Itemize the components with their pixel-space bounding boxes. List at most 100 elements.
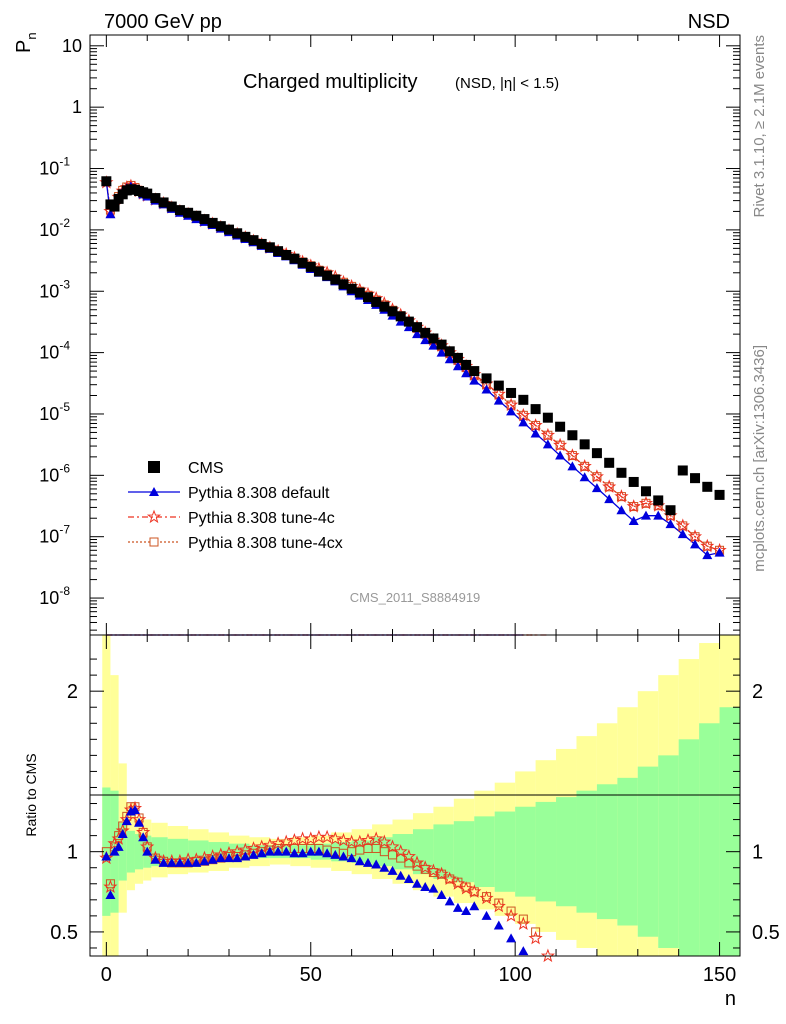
marker-triangle xyxy=(702,550,713,560)
data-point-cms xyxy=(542,412,553,423)
marker-star xyxy=(638,495,654,510)
data-point-cms xyxy=(452,352,463,363)
marker-triangle xyxy=(412,878,423,888)
uncertainty-band-inner xyxy=(453,821,475,883)
marker-triangle xyxy=(665,519,676,529)
data-point-cms xyxy=(248,235,259,246)
marker-triangle xyxy=(469,901,480,911)
data-point-cms xyxy=(567,430,578,441)
data-point-cms xyxy=(604,457,615,468)
marker-triangle xyxy=(591,483,602,493)
marker-triangle xyxy=(134,817,145,827)
marker-star xyxy=(467,884,482,898)
marker-triangle xyxy=(461,368,472,378)
marker-square xyxy=(531,927,541,937)
y-tick-label: 10-6 xyxy=(39,461,70,485)
y-tick-label: 10 xyxy=(62,36,82,56)
marker-triangle xyxy=(420,335,431,345)
legend: CMS Pythia 8.308 default Pythia 8.308 tune… xyxy=(128,460,343,552)
marker-triangle xyxy=(436,890,447,900)
marker-triangle xyxy=(313,846,324,856)
marker-triangle xyxy=(289,848,300,858)
marker-triangle xyxy=(371,859,382,869)
data-point-cms xyxy=(677,465,688,476)
marker-star xyxy=(146,509,162,524)
data-point-cms xyxy=(469,366,480,377)
data-point-cms xyxy=(461,359,472,370)
data-point-cms xyxy=(379,301,390,312)
data-point-cms xyxy=(142,188,153,199)
ratio-y-tick-label: 0.5 xyxy=(50,922,78,944)
marker-triangle xyxy=(481,384,492,394)
marker-triangle xyxy=(346,853,357,863)
legend-marker-cms xyxy=(148,461,160,473)
data-point-cms xyxy=(665,505,676,516)
marker-triangle xyxy=(121,816,132,826)
marker-triangle xyxy=(628,516,639,526)
marker-star xyxy=(320,829,335,844)
marker-triangle xyxy=(379,862,390,872)
marker-triangle xyxy=(362,857,373,867)
marker-star xyxy=(614,489,629,503)
marker-star xyxy=(540,427,555,442)
marker-star xyxy=(377,834,392,849)
data-point-cms xyxy=(493,380,504,391)
y-tick-label: 10-8 xyxy=(39,584,70,608)
marker-triangle xyxy=(113,841,124,851)
x-tick-label: 150 xyxy=(703,964,736,986)
marker-star xyxy=(503,908,519,922)
marker-triangle xyxy=(264,846,275,856)
ratio-y-tick-label: 2 xyxy=(67,681,78,703)
marker-triangle xyxy=(412,329,423,339)
data-point-cms xyxy=(150,193,161,204)
marker-triangle xyxy=(690,539,701,549)
marker-triangle xyxy=(452,902,463,912)
data-point-cms xyxy=(256,238,267,249)
marker-triangle xyxy=(138,832,149,842)
marker-star xyxy=(99,850,114,865)
data-point-cms xyxy=(264,242,275,253)
data-point-cms xyxy=(387,306,398,317)
top-panel: 10 1 10-1 10-2 10-3 10-4 10-5 10-6 10-7 10-8 Char… xyxy=(13,32,741,636)
data-point-cms xyxy=(481,373,492,384)
marker-triangle xyxy=(714,547,725,557)
data-point-cms xyxy=(702,481,713,492)
marker-triangle xyxy=(436,347,447,357)
marker-triangle xyxy=(469,375,480,385)
marker-triangle xyxy=(240,851,251,861)
y-axis-label-bottom: Ratio to CMS xyxy=(23,753,39,836)
marker-triangle xyxy=(191,857,202,867)
uncertainty-band-inner xyxy=(515,806,536,897)
marker-triangle xyxy=(420,881,431,891)
ratio-y-tick-label: 1 xyxy=(67,842,78,864)
data-point-cms xyxy=(322,270,333,281)
marker-star xyxy=(553,437,568,452)
marker-triangle xyxy=(481,910,492,920)
marker-triangle xyxy=(105,890,116,900)
marker-triangle xyxy=(129,804,140,814)
data-point-cms xyxy=(330,274,341,285)
data-point-cms xyxy=(412,322,423,333)
marker-triangle xyxy=(322,848,333,858)
marker-triangle xyxy=(506,933,517,943)
marker-triangle xyxy=(395,870,406,880)
marker-triangle xyxy=(305,846,316,856)
data-point-cms xyxy=(273,246,284,257)
marker-triangle xyxy=(640,510,651,520)
data-point-cms xyxy=(240,231,251,242)
analysis-label: CMS_2011_S8884919 xyxy=(350,590,481,605)
uncertainty-band-inner xyxy=(617,777,638,926)
marker-star xyxy=(491,898,506,913)
ratio-y-tick-label-right: 0.5 xyxy=(752,922,780,944)
data-point-cms xyxy=(690,473,701,484)
data-point-cms xyxy=(428,333,439,344)
side-label-mcplots: mcplots.cern.ch [arXiv:1306.3436] xyxy=(751,345,768,572)
marker-triangle xyxy=(281,846,292,856)
uncertainty-band-inner xyxy=(118,822,127,881)
marker-triangle xyxy=(109,846,120,856)
marker-triangle xyxy=(223,853,234,863)
marker-triangle xyxy=(166,857,177,867)
x-tick-label: 50 xyxy=(300,964,322,986)
uncertainty-band-inner xyxy=(126,830,135,873)
data-point-cms xyxy=(223,224,234,235)
